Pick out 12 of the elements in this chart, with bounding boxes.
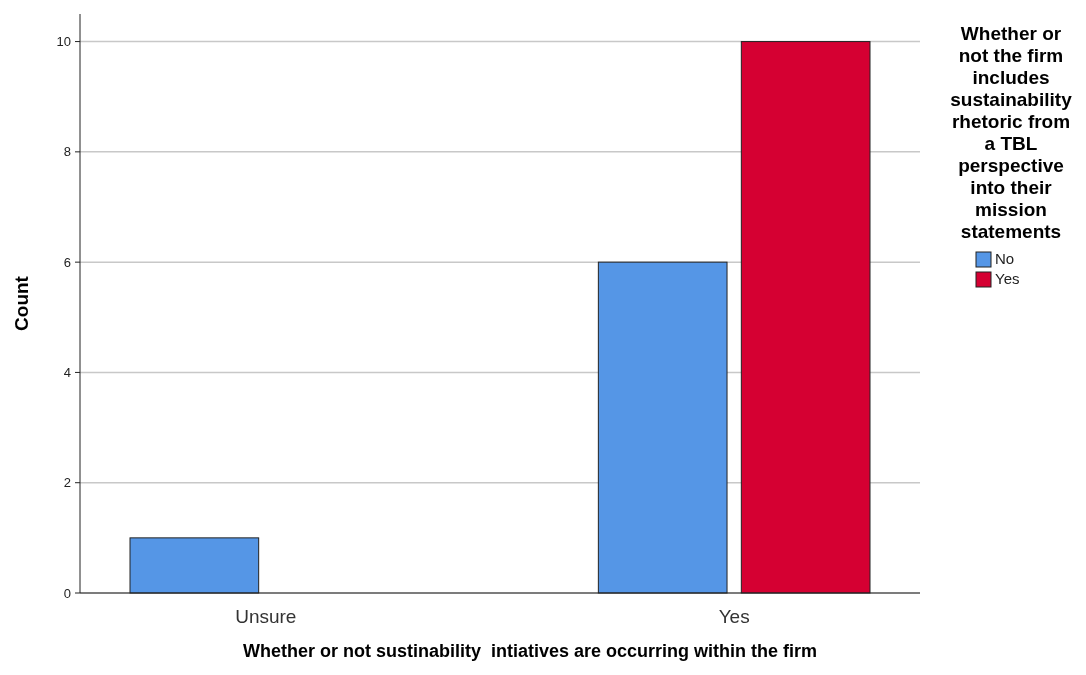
legend-label: Yes (995, 270, 1020, 287)
legend-label: No (995, 250, 1015, 267)
y-tick-label: 0 (63, 585, 71, 601)
y-tick-label: 6 (63, 254, 71, 270)
y-axis-title: Count (11, 275, 32, 331)
text: Whether or not the firm includes sustainability rhetoric from a TBL perspective into their mission statements (950, 23, 1072, 242)
x-axis-title: Whether or not sustinability intiatives are occurring within the firm (242, 641, 818, 661)
y-tick-label: 4 (63, 364, 71, 380)
x-tick-label: Unsure (235, 606, 297, 627)
y-tick-label: 8 (63, 144, 71, 160)
y-tick-label: 2 (63, 475, 71, 491)
y-tick-label: 10 (56, 34, 71, 50)
